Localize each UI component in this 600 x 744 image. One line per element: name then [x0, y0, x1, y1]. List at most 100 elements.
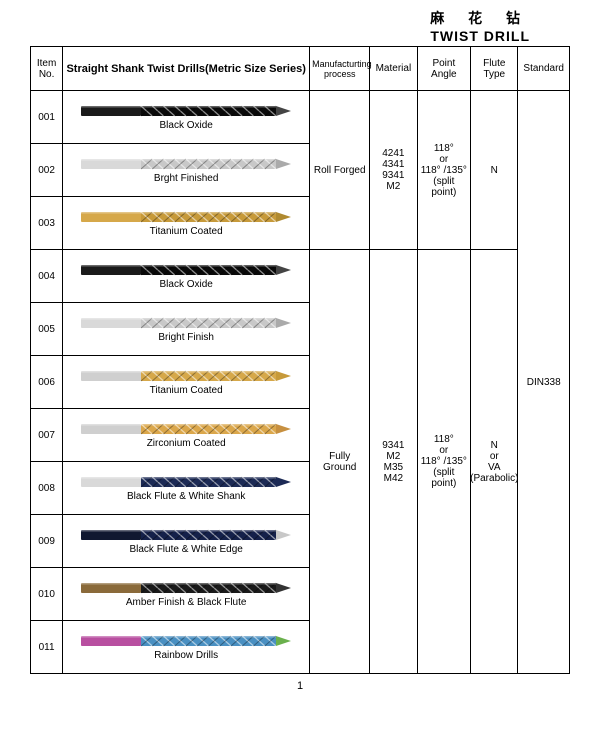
- stack-item: 118° /135°: [421, 165, 467, 176]
- drill-label: Black Oxide: [159, 120, 212, 131]
- cell-item-no: 007: [31, 409, 63, 462]
- drill-wrap: Titanium Coated: [69, 369, 303, 396]
- cell-drill: Zirconium Coated: [63, 409, 310, 462]
- cell-item-no: 008: [31, 462, 63, 515]
- stack-item: or: [490, 451, 499, 462]
- cell-drill: Black Oxide: [63, 250, 310, 303]
- cell-drill: Amber Finish & Black Flute: [63, 568, 310, 621]
- cell-item-no: 002: [31, 144, 63, 197]
- page-number: 1: [30, 680, 570, 692]
- cell-angle: 118°or118° /135°(split point): [417, 91, 471, 250]
- stack-item: N: [491, 440, 498, 451]
- stack: 118°or118° /135°(split point): [420, 143, 469, 198]
- drill-icon: [81, 634, 291, 648]
- cell-flute-type: NorVA(Parabolic): [471, 250, 518, 674]
- drill-wrap: Bright Finish: [69, 316, 303, 343]
- drill-label: Black Flute & White Edge: [129, 544, 242, 555]
- cell-item-no: 005: [31, 303, 63, 356]
- drill-label: Titanium Coated: [150, 385, 223, 396]
- stack-item: 9341: [382, 170, 404, 181]
- stack-item: 4241: [382, 148, 404, 159]
- stack: NorVA(Parabolic): [473, 430, 515, 494]
- drill-icon: [81, 157, 291, 171]
- drill-icon: [81, 316, 291, 330]
- th-item-no-text: Item No.: [37, 58, 56, 80]
- page: 麻 花 钻 TWIST DRILL Item No. Straight Shan…: [0, 0, 600, 700]
- stack-item: (Parabolic): [470, 473, 518, 484]
- drill-label: Black Oxide: [159, 279, 212, 290]
- title-english: TWIST DRILL: [30, 28, 530, 44]
- table-row: 001 Black Oxide Roll Forged424143419341M…: [31, 91, 570, 144]
- drill-label: Black Flute & White Shank: [127, 491, 245, 502]
- stack-item: or: [439, 445, 448, 456]
- drill-wrap: Rainbow Drills: [69, 634, 303, 661]
- stack-item: 118°: [434, 143, 454, 154]
- stack-item: 9341: [382, 440, 404, 451]
- stack-item: or: [439, 154, 448, 165]
- drill-wrap: Titanium Coated: [69, 210, 303, 237]
- cell-angle: 118°or118° /135°(split point): [417, 250, 471, 674]
- cell-standard: DIN338: [518, 91, 570, 674]
- drill-wrap: Black Flute & White Edge: [69, 528, 303, 555]
- cell-item-no: 001: [31, 91, 63, 144]
- drill-icon: [81, 528, 291, 542]
- cell-item-no: 003: [31, 197, 63, 250]
- drill-icon: [81, 210, 291, 224]
- cell-flute-type: N: [471, 91, 518, 250]
- stack-item: M2: [386, 181, 400, 192]
- cell-drill: Bright Finish: [63, 303, 310, 356]
- drill-icon: [81, 104, 291, 118]
- cell-process: Roll Forged: [310, 91, 370, 250]
- drill-label: Amber Finish & Black Flute: [126, 597, 247, 608]
- drill-wrap: Amber Finish & Black Flute: [69, 581, 303, 608]
- table-header-row: Item No. Straight Shank Twist Drills(Met…: [31, 47, 570, 91]
- cell-process: Fully Ground: [310, 250, 370, 674]
- stack: 9341M2M35M42: [372, 430, 414, 494]
- th-item-no: Item No.: [31, 47, 63, 91]
- cell-drill: Brght Finished: [63, 144, 310, 197]
- stack-item: (split point): [420, 467, 469, 489]
- drill-label: Titanium Coated: [150, 226, 223, 237]
- cell-item-no: 004: [31, 250, 63, 303]
- stack: 118°or118° /135°(split point): [420, 424, 469, 499]
- drill-wrap: Black Flute & White Shank: [69, 475, 303, 502]
- drill-wrap: Zirconium Coated: [69, 422, 303, 449]
- drill-icon: [81, 263, 291, 277]
- drill-icon: [81, 475, 291, 489]
- drill-wrap: Black Oxide: [69, 263, 303, 290]
- th-description: Straight Shank Twist Drills(Metric Size …: [63, 47, 310, 91]
- stack-item: 4341: [382, 159, 404, 170]
- drill-label: Bright Finish: [158, 332, 214, 343]
- stack-item: (split point): [420, 176, 469, 198]
- cell-drill: Black Oxide: [63, 91, 310, 144]
- page-title-block: 麻 花 钻 TWIST DRILL: [30, 8, 570, 44]
- drill-icon: [81, 422, 291, 436]
- stack: N: [473, 165, 515, 176]
- cell-material: 9341M2M35M42: [370, 250, 417, 674]
- cell-item-no: 006: [31, 356, 63, 409]
- cell-drill: Black Flute & White Shank: [63, 462, 310, 515]
- drill-wrap: Black Oxide: [69, 104, 303, 131]
- stack-item: M35: [384, 462, 403, 473]
- drill-table: Item No. Straight Shank Twist Drills(Met…: [30, 46, 570, 674]
- cell-item-no: 009: [31, 515, 63, 568]
- drill-label: Zirconium Coated: [147, 438, 226, 449]
- th-angle: Point Angle: [417, 47, 471, 91]
- stack-item: N: [491, 165, 498, 176]
- cell-drill: Titanium Coated: [63, 356, 310, 409]
- stack: 424143419341M2: [372, 148, 414, 192]
- stack-item: M2: [386, 451, 400, 462]
- cell-material: 424143419341M2: [370, 91, 417, 250]
- cell-item-no: 010: [31, 568, 63, 621]
- stack-item: 118°: [434, 434, 454, 445]
- stack-item: M42: [384, 473, 403, 484]
- cell-item-no: 011: [31, 621, 63, 674]
- cell-drill: Rainbow Drills: [63, 621, 310, 674]
- th-flute: Flute Type: [471, 47, 518, 91]
- stack-item: 118° /135°: [421, 456, 467, 467]
- drill-icon: [81, 581, 291, 595]
- cell-drill: Titanium Coated: [63, 197, 310, 250]
- th-process: Manufacturting process: [310, 47, 370, 91]
- th-material: Material: [370, 47, 417, 91]
- drill-icon: [81, 369, 291, 383]
